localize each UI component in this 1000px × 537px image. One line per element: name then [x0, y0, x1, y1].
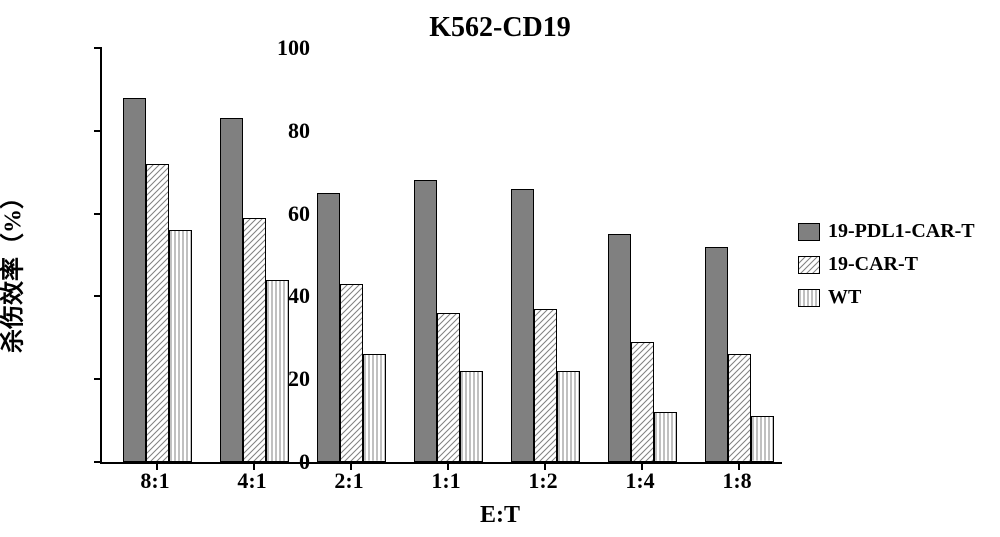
legend-row: 19-PDL1-CAR-T — [798, 220, 975, 243]
legend-row: 19-CAR-T — [798, 253, 975, 276]
bar — [751, 416, 774, 462]
bar — [317, 193, 340, 462]
y-tick-label: 100 — [250, 35, 310, 61]
bar — [705, 247, 728, 462]
legend-label: 19-CAR-T — [828, 253, 918, 276]
y-tick — [94, 295, 102, 297]
x-tick-label: 1:2 — [528, 468, 557, 494]
y-tick-label: 60 — [250, 201, 310, 227]
y-tick — [94, 130, 102, 132]
bar-fill — [461, 372, 482, 461]
bar — [608, 234, 631, 462]
y-tick-label: 20 — [250, 366, 310, 392]
bar-fill — [655, 413, 676, 461]
bar-fill — [147, 165, 168, 461]
x-tick-label: 1:4 — [625, 468, 654, 494]
chart-title: K562-CD19 — [0, 12, 1000, 44]
legend-label: WT — [828, 286, 861, 309]
bar — [340, 284, 363, 462]
legend-swatch — [798, 256, 820, 274]
bar — [220, 118, 243, 462]
bar — [363, 354, 386, 462]
x-tick-label: 1:1 — [431, 468, 460, 494]
bar-fill — [752, 417, 773, 461]
bar — [169, 230, 192, 462]
bar-fill — [341, 285, 362, 461]
y-tick — [94, 213, 102, 215]
y-tick — [94, 461, 102, 463]
bar-fill — [364, 355, 385, 461]
plot-area — [100, 48, 782, 464]
y-tick — [94, 47, 102, 49]
legend-label: 19-PDL1-CAR-T — [828, 220, 975, 243]
bar — [414, 180, 437, 462]
bar — [146, 164, 169, 462]
x-tick-label: 1:8 — [722, 468, 751, 494]
bar-fill — [558, 372, 579, 461]
x-tick-label: 4:1 — [237, 468, 266, 494]
y-axis-label: 杀伤效率（%） — [0, 185, 28, 353]
bar — [728, 354, 751, 462]
y-tick-label: 40 — [250, 283, 310, 309]
bar — [511, 189, 534, 462]
x-tick-label: 8:1 — [140, 468, 169, 494]
bar — [123, 98, 146, 462]
legend: 19-PDL1-CAR-T 19-CAR-T WT — [798, 220, 975, 319]
legend-row: WT — [798, 286, 975, 309]
bar-fill — [438, 314, 459, 461]
x-tick-label: 2:1 — [334, 468, 363, 494]
bar-fill — [244, 219, 265, 461]
bar — [437, 313, 460, 462]
bar-fill — [729, 355, 750, 461]
bar-fill — [170, 231, 191, 461]
bar — [631, 342, 654, 462]
bar — [460, 371, 483, 462]
bar — [654, 412, 677, 462]
bar-fill — [535, 310, 556, 461]
bar-fill — [632, 343, 653, 461]
y-tick-label: 80 — [250, 118, 310, 144]
x-axis-label: E:T — [0, 502, 1000, 529]
bar — [557, 371, 580, 462]
legend-swatch — [798, 289, 820, 307]
bar — [243, 218, 266, 462]
chart-container: K562-CD19 杀伤效率（%） E:T 19-PDL1-CAR-T 19-C… — [0, 0, 1000, 537]
bar — [534, 309, 557, 462]
legend-swatch — [798, 223, 820, 241]
y-tick — [94, 378, 102, 380]
